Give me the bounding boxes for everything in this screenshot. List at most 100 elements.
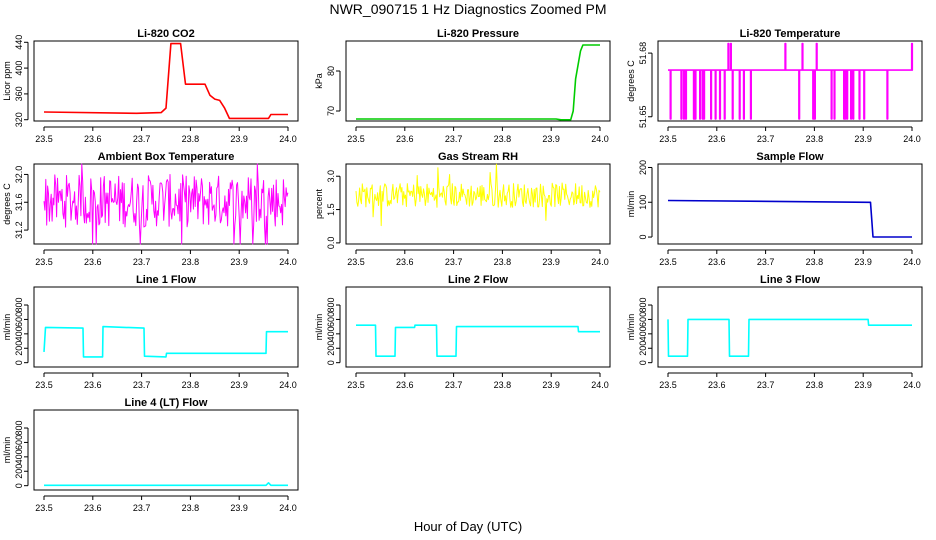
panel-1: Li-820 CO2 23.5 23.6 23.7 23.8 23.9 24.0 320 360… bbox=[2, 28, 299, 144]
series-line bbox=[355, 163, 601, 227]
panel-title: Li-820 Pressure bbox=[437, 28, 519, 40]
panel-5: Gas Stream RH 23.5 23.6 23.7 23.8 23.9 24.0 0.0… bbox=[314, 151, 611, 267]
panel-frame bbox=[33, 409, 299, 491]
x-tick-label: 23.9 bbox=[542, 380, 560, 390]
series-line bbox=[668, 42, 914, 120]
x-tick-label: 24.0 bbox=[279, 380, 297, 390]
series-line bbox=[43, 163, 289, 245]
panel-title: Line 2 Flow bbox=[448, 274, 508, 286]
y-tick-label: 0 bbox=[638, 360, 648, 365]
panel-frame bbox=[345, 163, 611, 245]
x-tick-label: 23.7 bbox=[757, 134, 775, 144]
y-tick-label: 440 bbox=[14, 35, 24, 50]
y-tick-label: 400 bbox=[14, 326, 24, 341]
x-tick-label: 23.8 bbox=[806, 380, 824, 390]
y-tick-label: 1.5 bbox=[326, 203, 336, 216]
y-tick-label: 800 bbox=[14, 421, 24, 436]
y-tick-label: 200 bbox=[638, 341, 648, 356]
panel-title: Gas Stream RH bbox=[438, 151, 518, 163]
x-tick-label: 23.6 bbox=[708, 257, 726, 267]
panel-2: Li-820 Pressure 23.5 23.6 23.7 23.8 23.9 24.0 7… bbox=[314, 28, 611, 144]
x-tick-label: 23.7 bbox=[757, 380, 775, 390]
x-tick-label: 23.8 bbox=[182, 380, 200, 390]
x-tick-label: 23.5 bbox=[347, 257, 365, 267]
panel-title: Li-820 CO2 bbox=[137, 28, 194, 40]
series-line bbox=[667, 199, 912, 238]
x-tick-label: 23.6 bbox=[84, 380, 102, 390]
x-tick-label: 23.7 bbox=[757, 257, 775, 267]
x-tick-label: 23.7 bbox=[445, 380, 463, 390]
x-tick-label: 23.9 bbox=[230, 380, 248, 390]
y-axis-label: degrees C bbox=[2, 183, 12, 225]
y-tick-label: 0 bbox=[14, 360, 24, 365]
x-tick-label: 23.9 bbox=[230, 257, 248, 267]
panel-title: Ambient Box Temperature bbox=[98, 151, 235, 163]
panel-frame bbox=[33, 40, 299, 122]
x-tick-label: 23.8 bbox=[494, 257, 512, 267]
x-tick-label: 23.5 bbox=[347, 380, 365, 390]
y-tick-label: 600 bbox=[14, 435, 24, 450]
x-tick-label: 24.0 bbox=[903, 380, 921, 390]
x-tick-label: 23.6 bbox=[708, 134, 726, 144]
x-tick-label: 23.8 bbox=[806, 257, 824, 267]
x-tick-label: 24.0 bbox=[591, 380, 609, 390]
x-tick-label: 23.5 bbox=[347, 134, 365, 144]
x-tick-label: 23.5 bbox=[35, 134, 53, 144]
x-tick-label: 23.5 bbox=[35, 257, 53, 267]
y-tick-label: 200 bbox=[638, 160, 648, 175]
panel-frame bbox=[345, 286, 611, 368]
y-tick-label: 200 bbox=[14, 341, 24, 356]
series-line bbox=[356, 324, 600, 358]
x-tick-label: 23.9 bbox=[542, 257, 560, 267]
panel-10: Line 4 (LT) Flow 23.5 23.6 23.7 23.8 23.9 24.0… bbox=[2, 397, 299, 513]
panel-frame bbox=[345, 40, 611, 122]
y-tick-label: 3.0 bbox=[326, 170, 336, 183]
x-tick-label: 23.5 bbox=[659, 257, 677, 267]
y-axis-label: ml/min bbox=[314, 314, 324, 341]
y-tick-label: 200 bbox=[326, 341, 336, 356]
x-tick-label: 24.0 bbox=[591, 257, 609, 267]
panel-8: Line 2 Flow 23.5 23.6 23.7 23.8 23.9 24.0 0 2004… bbox=[314, 274, 611, 390]
panel-title: Line 1 Flow bbox=[136, 274, 196, 286]
panel-title: Line 4 (LT) Flow bbox=[125, 397, 208, 409]
panel-6: Sample Flow 23.5 23.6 23.7 23.8 23.9 24.0 0 100 2… bbox=[626, 151, 923, 267]
panel-title: Line 3 Flow bbox=[760, 274, 820, 286]
figure-title: NWR_090715 1 Hz Diagnostics Zoomed PM bbox=[329, 1, 606, 17]
x-tick-label: 23.9 bbox=[542, 134, 560, 144]
x-tick-label: 23.7 bbox=[133, 380, 151, 390]
x-tick-label: 23.8 bbox=[182, 503, 200, 513]
panel-title: Sample Flow bbox=[756, 151, 824, 163]
y-axis-label: percent bbox=[314, 188, 324, 219]
y-axis-label: ml/min bbox=[626, 314, 636, 341]
x-tick-label: 23.6 bbox=[396, 380, 414, 390]
x-tick-label: 23.9 bbox=[230, 503, 248, 513]
y-axis-label: ml/min bbox=[626, 191, 636, 218]
y-tick-label: 0.0 bbox=[326, 237, 336, 250]
x-tick-label: 24.0 bbox=[279, 257, 297, 267]
y-tick-label: 51.65 bbox=[638, 105, 648, 128]
y-axis-label: ml/min bbox=[2, 314, 12, 341]
y-tick-label: 400 bbox=[14, 449, 24, 464]
y-tick-label: 31.2 bbox=[14, 221, 24, 239]
x-tick-label: 23.8 bbox=[806, 134, 824, 144]
x-tick-label: 24.0 bbox=[279, 503, 297, 513]
x-tick-label: 23.7 bbox=[133, 503, 151, 513]
y-tick-label: 400 bbox=[326, 326, 336, 341]
y-axis-label: Licor ppm bbox=[2, 61, 12, 101]
panel-9: Line 3 Flow 23.5 23.6 23.7 23.8 23.9 24.0 0 2004… bbox=[626, 274, 923, 390]
x-tick-label: 23.5 bbox=[659, 380, 677, 390]
x-tick-label: 23.9 bbox=[230, 134, 248, 144]
x-tick-label: 23.8 bbox=[494, 380, 512, 390]
series-line bbox=[356, 44, 600, 121]
x-tick-label: 23.8 bbox=[182, 257, 200, 267]
y-tick-label: 0 bbox=[326, 360, 336, 365]
y-tick-label: 100 bbox=[638, 195, 648, 210]
x-tick-label: 23.5 bbox=[659, 134, 677, 144]
y-tick-label: 400 bbox=[14, 61, 24, 76]
panel-frame bbox=[33, 163, 299, 245]
panel-frame bbox=[657, 163, 923, 245]
panel-title: Li-820 Temperature bbox=[740, 28, 841, 40]
x-tick-label: 23.5 bbox=[35, 503, 53, 513]
x-tick-label: 23.9 bbox=[854, 134, 872, 144]
